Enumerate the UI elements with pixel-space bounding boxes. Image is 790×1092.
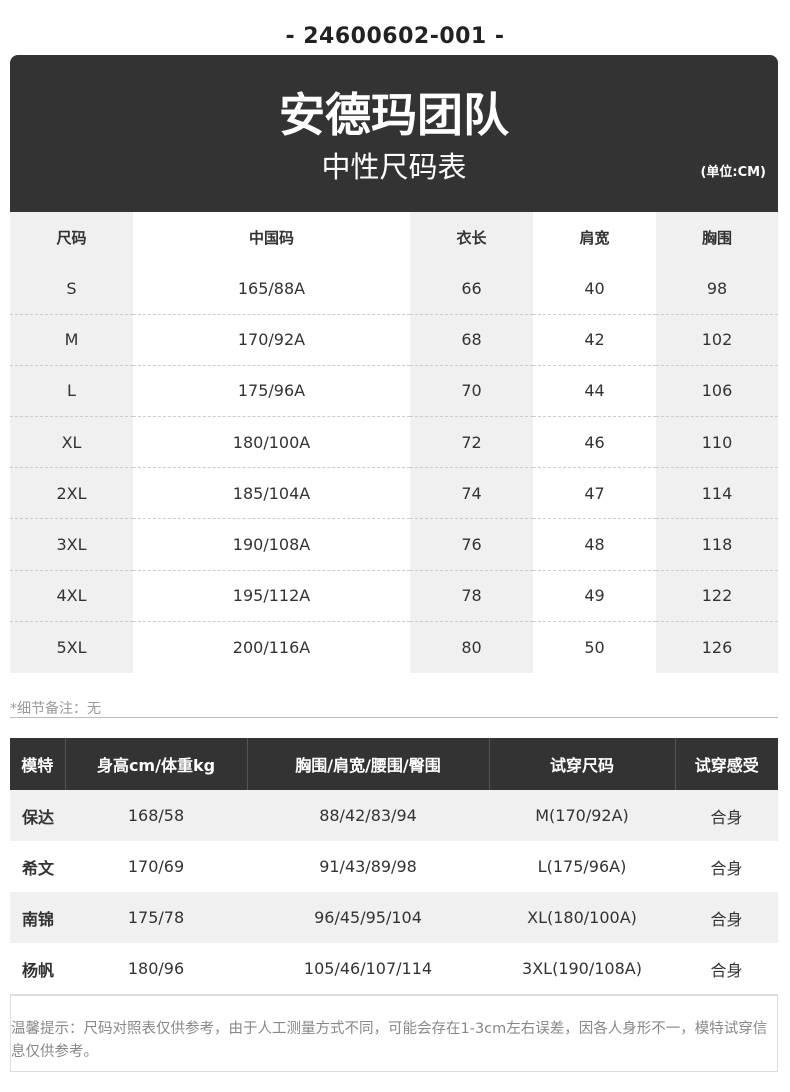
table-cell: 合身 xyxy=(710,858,743,878)
table-row: 2XL 185/104A 74 47 114 xyxy=(10,467,778,520)
column-header: 肩宽 xyxy=(579,229,610,247)
column-header: 试穿尺码 xyxy=(489,738,676,790)
column-header: 尺码 xyxy=(10,212,133,263)
table-cell: 2XL xyxy=(10,467,133,520)
column-header: 身高cm/体重kg xyxy=(65,738,248,790)
size-table-header: 尺码 中国码 衣长 肩宽 胸围 xyxy=(10,212,778,263)
table-cell: S xyxy=(10,263,133,315)
table-row: 保达 168/58 88/42/83/94 M(170/92A) 合身 xyxy=(10,790,778,841)
table-cell: 170/69 xyxy=(127,857,185,876)
table-cell: 180/100A xyxy=(133,416,410,469)
table-cell: 76 xyxy=(410,518,533,571)
table-cell: 70 xyxy=(410,365,533,418)
table-cell: 88/42/83/94 xyxy=(319,806,417,825)
table-cell: 44 xyxy=(533,365,656,418)
unit-label: (单位:CM) xyxy=(700,165,766,180)
table-row: M 170/92A 68 42 102 xyxy=(10,314,778,366)
column-header: 试穿感受 xyxy=(675,738,778,790)
model-fit-table: 模特 身高cm/体重kg 胸围/肩宽/腰围/臀围 试穿尺码 试穿感受 保达 168/58 8… xyxy=(10,738,778,994)
table-row: 希文 170/69 91/43/89/98 L(175/96A) 合身 xyxy=(10,841,778,892)
table-cell: 46 xyxy=(533,416,656,469)
table-cell: 78 xyxy=(410,570,533,622)
column-header: 衣长 xyxy=(410,212,533,263)
table-cell: 50 xyxy=(584,637,605,657)
brand-title: 安德玛团队 xyxy=(279,88,509,142)
table-cell: 175/78 xyxy=(127,908,185,927)
table-cell: M xyxy=(10,314,133,366)
table-cell: 3XL xyxy=(10,518,133,571)
table-row: S 165/88A 66 40 98 xyxy=(10,263,778,315)
column-header: 胸围 xyxy=(656,212,778,263)
table-cell: 91/43/89/98 xyxy=(319,857,417,876)
table-cell: 185/104A xyxy=(133,467,410,520)
table-cell: 合身 xyxy=(710,807,743,827)
size-table: 尺码 中国码 衣长 肩宽 胸围 S 165/88A 66 40 98 M 170/92A 68 42 10… xyxy=(10,212,778,673)
table-cell: 48 xyxy=(533,518,656,571)
size-chart-header: 安德玛团队 中性尺码表 (单位:CM) xyxy=(10,55,778,212)
table-cell: 200/116A xyxy=(232,637,311,657)
table-cell: 126 xyxy=(656,621,778,673)
table-cell: 168/58 xyxy=(127,806,185,825)
table-cell: 180/96 xyxy=(127,959,185,978)
table-cell: L(175/96A) xyxy=(537,857,627,876)
table-cell: 66 xyxy=(410,263,533,315)
table-cell: 4XL xyxy=(10,570,133,622)
model-table-header: 模特 身高cm/体重kg 胸围/肩宽/腰围/臀围 试穿尺码 试穿感受 xyxy=(10,738,778,790)
table-row: 杨帆 180/96 105/46/107/114 3XL(190/108A) 合身 xyxy=(10,943,778,994)
table-cell: 合身 xyxy=(710,960,743,980)
table-cell: 106 xyxy=(656,365,778,418)
table-cell: 98 xyxy=(656,263,778,315)
table-cell: 40 xyxy=(533,263,656,315)
table-cell: 102 xyxy=(656,314,778,366)
table-cell: 5XL xyxy=(10,621,133,673)
table-row: L 175/96A 70 44 106 xyxy=(10,365,778,418)
table-cell: 74 xyxy=(410,467,533,520)
table-cell: 72 xyxy=(410,416,533,469)
table-cell: 保达 xyxy=(22,807,55,827)
column-header: 模特 xyxy=(10,738,66,790)
table-cell: 110 xyxy=(656,416,778,469)
table-cell: 希文 xyxy=(22,858,55,878)
table-row: 3XL 190/108A 76 48 118 xyxy=(10,518,778,571)
table-cell: M(170/92A) xyxy=(535,806,629,825)
table-cell: 68 xyxy=(410,314,533,366)
table-cell: 3XL(190/108A) xyxy=(522,959,642,978)
table-cell: 165/88A xyxy=(133,263,410,315)
table-row: 4XL 195/112A 78 49 122 xyxy=(10,570,778,622)
table-cell: 190/108A xyxy=(133,518,410,571)
table-cell: 122 xyxy=(656,570,778,622)
detail-note: *细节备注：无 xyxy=(10,698,778,718)
table-cell: XL xyxy=(10,416,133,469)
table-cell: 合身 xyxy=(710,909,743,929)
table-cell: 47 xyxy=(533,467,656,520)
column-header: 中国码 xyxy=(248,229,294,247)
column-header: 胸围/肩宽/腰围/臀围 xyxy=(247,738,490,790)
table-cell: XL(180/100A) xyxy=(527,908,637,927)
table-cell: 175/96A xyxy=(133,365,410,418)
table-row: XL 180/100A 72 46 110 xyxy=(10,416,778,469)
table-cell: 80 xyxy=(410,621,533,673)
table-cell: 105/46/107/114 xyxy=(303,959,433,978)
table-row: 南锦 175/78 96/45/95/104 XL(180/100A) 合身 xyxy=(10,892,778,943)
table-cell: L xyxy=(10,365,133,418)
chart-subtitle: 中性尺码表 xyxy=(321,150,467,184)
table-cell: 杨帆 xyxy=(22,960,55,980)
table-cell: 170/92A xyxy=(133,314,410,366)
table-cell: 南锦 xyxy=(22,909,55,929)
table-row: 5XL 200/116A 80 50 126 xyxy=(10,621,778,673)
product-code: - 24600602-001 - xyxy=(285,24,505,49)
table-cell: 49 xyxy=(533,570,656,622)
table-cell: 42 xyxy=(533,314,656,366)
table-cell: 118 xyxy=(656,518,778,571)
table-cell: 96/45/95/104 xyxy=(314,908,422,927)
table-cell: 195/112A xyxy=(133,570,410,622)
disclaimer-tip: 温馨提示：尺码对照表仅供参考，由于人工测量方式不同，可能会存在1-3cm左右误差… xyxy=(10,994,778,1072)
table-cell: 114 xyxy=(656,467,778,520)
